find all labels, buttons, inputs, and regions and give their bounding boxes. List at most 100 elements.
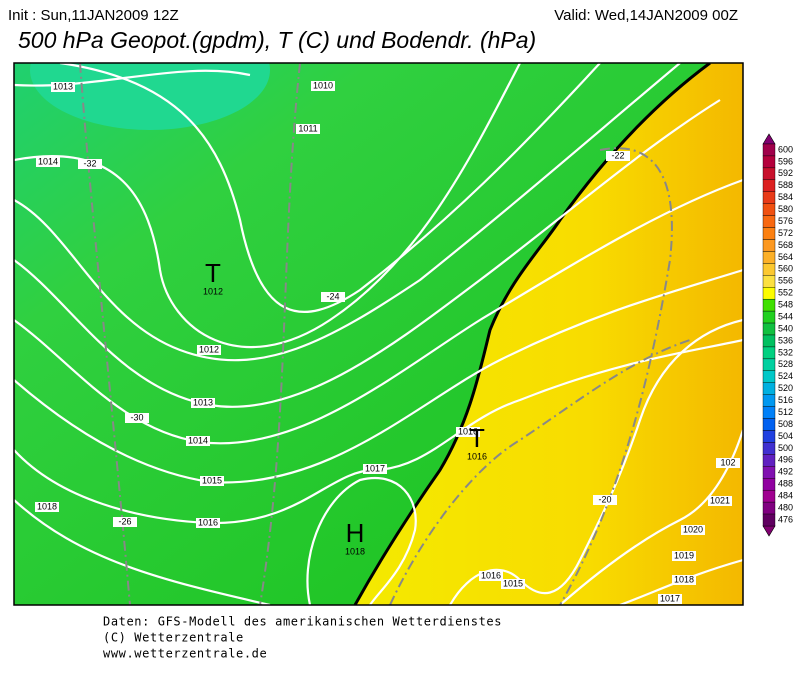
colorbar-swatch bbox=[762, 478, 776, 491]
colorbar-label: 500 bbox=[778, 443, 793, 453]
colorbar-label: 576 bbox=[778, 216, 793, 226]
colorbar-label: 488 bbox=[778, 479, 793, 489]
isobar-label: 1014 bbox=[38, 156, 58, 166]
cold-core bbox=[30, 63, 270, 130]
colorbar-swatch bbox=[762, 501, 776, 515]
isobar-label: 1015 bbox=[202, 475, 222, 485]
temperature-label: -20 bbox=[598, 494, 611, 504]
colorbar-label: 476 bbox=[778, 514, 793, 524]
colorbar-label: 516 bbox=[778, 395, 793, 405]
isobar-label-bg bbox=[658, 594, 682, 604]
colorbar-label: 520 bbox=[778, 383, 793, 393]
temperature-label: -24 bbox=[326, 291, 339, 301]
pressure-center-value: 1016 bbox=[467, 451, 487, 461]
colorbar-swatch bbox=[762, 167, 776, 181]
colorbar-swatch bbox=[762, 394, 776, 407]
isobar-label-bg bbox=[708, 496, 732, 506]
colorbar-swatch bbox=[762, 287, 776, 300]
colorbar-label: 540 bbox=[778, 323, 793, 333]
isobar-label: 1016 bbox=[198, 517, 218, 527]
warm-field bbox=[355, 63, 743, 605]
isobar-label-bg bbox=[200, 476, 224, 486]
colorbar-swatch bbox=[762, 179, 776, 192]
colorbar-label: 584 bbox=[778, 192, 793, 202]
colorbar-label: 508 bbox=[778, 419, 793, 429]
colorbar-swatch bbox=[762, 406, 776, 419]
colorbar-swatch bbox=[762, 334, 776, 348]
pressure-center-value: 1012 bbox=[203, 286, 223, 296]
isobar-label-bg bbox=[501, 579, 525, 589]
colorbar-label: 580 bbox=[778, 204, 793, 214]
colorbar-swatch bbox=[762, 239, 776, 252]
isobar-label: 1016 bbox=[458, 426, 478, 436]
colorbar: 600 596 592 588 584 580 576 572 568 564 560 556 552 5… bbox=[762, 143, 793, 527]
colorbar-swatch bbox=[762, 382, 776, 395]
footer-line: Daten: GFS-Modell des amerikanischen Wet… bbox=[103, 615, 502, 629]
isobar-label: 1017 bbox=[365, 463, 385, 473]
colorbar-swatch bbox=[762, 418, 776, 431]
isobar-label-bg bbox=[35, 502, 59, 512]
colorbar-swatch bbox=[762, 430, 776, 443]
colorbar-swatch bbox=[762, 513, 776, 527]
isobar-label: 1013 bbox=[53, 81, 73, 91]
colorbar-swatch bbox=[762, 454, 776, 467]
colorbar-swatch bbox=[762, 310, 776, 324]
isobar-label-bg bbox=[191, 398, 215, 408]
temperature-label: -22 bbox=[611, 150, 624, 160]
isobar-label-bg bbox=[681, 525, 705, 535]
colorbar-swatch bbox=[762, 215, 776, 228]
colorbar-label: 496 bbox=[778, 455, 793, 465]
colorbar-label: 560 bbox=[778, 264, 793, 274]
isobar-label: 1013 bbox=[193, 397, 213, 407]
colorbar-label: 512 bbox=[778, 407, 793, 417]
temperature-label-bg bbox=[321, 292, 345, 302]
isobar-label-bg bbox=[672, 575, 696, 585]
isobar-label-bg bbox=[51, 82, 75, 92]
colorbar-swatch bbox=[762, 191, 776, 204]
map-title: 500 hPa Geopot.(gpdm), T (C) und Bodendr… bbox=[18, 27, 536, 53]
temperature-label-bg bbox=[113, 517, 137, 527]
colorbar-label: 592 bbox=[778, 168, 793, 178]
colorbar-swatch bbox=[762, 442, 776, 455]
colorbar-swatch bbox=[762, 466, 776, 479]
colorbar-swatch bbox=[762, 203, 776, 216]
isobar-label-bg bbox=[716, 458, 740, 468]
isobar-label: 1010 bbox=[313, 80, 333, 90]
colorbar-swatch bbox=[762, 322, 776, 336]
temperature-label-bg bbox=[125, 413, 149, 423]
temperature-label: -30 bbox=[130, 412, 143, 422]
colorbar-label: 492 bbox=[778, 467, 793, 477]
front-line bbox=[353, 63, 711, 605]
isobar-label-bg bbox=[672, 551, 696, 561]
isobar-label: 1019 bbox=[674, 550, 694, 560]
isobar-label: 102 bbox=[720, 457, 735, 467]
colorbar-label: 596 bbox=[778, 156, 793, 166]
isobar-label-bg bbox=[479, 571, 503, 581]
footer-line: www.wetterzentrale.de bbox=[103, 647, 267, 661]
isotherms bbox=[79, 63, 691, 605]
isobars bbox=[14, 63, 743, 605]
pressure-center-symbol: T bbox=[469, 423, 485, 453]
temperature-label-bg bbox=[606, 151, 630, 161]
pressure-center-symbol: T bbox=[205, 258, 221, 288]
colorbar-swatch bbox=[762, 227, 776, 240]
temperature-label-bg bbox=[78, 159, 102, 169]
isobar-label: 1011 bbox=[298, 123, 317, 133]
colorbar-label: 548 bbox=[778, 300, 793, 310]
colorbar-label: 536 bbox=[778, 335, 793, 345]
colorbar-label: 568 bbox=[778, 240, 793, 250]
isobar-label: 1016 bbox=[481, 570, 501, 580]
colorbar-swatch bbox=[762, 370, 776, 383]
isobar-label: 1014 bbox=[188, 435, 208, 445]
isobar-label-bg bbox=[186, 436, 210, 446]
colorbar-swatch bbox=[762, 489, 776, 503]
isobar-label-bg bbox=[456, 427, 480, 437]
colorbar-label: 600 bbox=[778, 144, 793, 154]
temperature-label: -32 bbox=[83, 158, 96, 168]
isobar-label: 1018 bbox=[674, 574, 694, 584]
isobar-label: 1015 bbox=[503, 578, 523, 588]
colorbar-label: 544 bbox=[778, 311, 793, 321]
colorbar-swatch bbox=[762, 251, 776, 264]
isobar-label-bg bbox=[196, 518, 220, 528]
